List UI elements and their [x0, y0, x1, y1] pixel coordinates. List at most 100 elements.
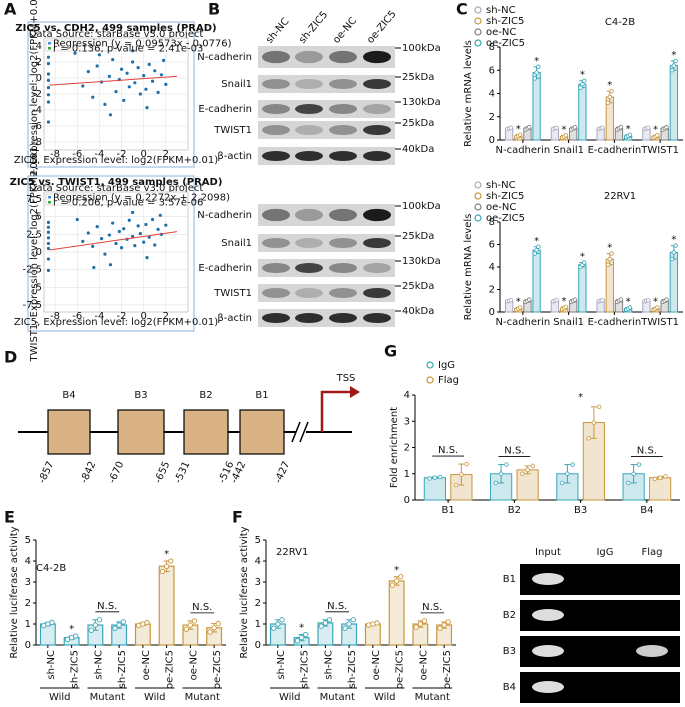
point [46, 268, 51, 272]
y-tick-label: 8 [489, 217, 495, 228]
blot-band [363, 287, 391, 299]
replicate-point [631, 471, 636, 476]
y-tick-label: 4 [25, 556, 31, 567]
replicate-point [534, 70, 539, 75]
y-tick-label: 0 [36, 247, 42, 258]
point [127, 85, 131, 89]
legend-marker [48, 201, 51, 204]
blot-strip [258, 100, 395, 118]
point [119, 67, 124, 71]
replicate-point [596, 404, 602, 410]
bar [158, 565, 175, 646]
x-tick-label: 0 [141, 311, 147, 322]
lane-label: IgG [596, 547, 613, 558]
replicate-point [215, 620, 221, 627]
legend-label: Flag [438, 375, 459, 386]
legend-label: Regression (y = 0.09573x - 0.0776) [53, 39, 232, 50]
position-label: -842 [79, 460, 99, 485]
point [138, 92, 142, 96]
y-tick-label: 4 [255, 556, 261, 567]
legend-marker [474, 214, 482, 222]
protein-label: β-actin [217, 313, 252, 324]
gel-band [532, 645, 564, 657]
blot-band [363, 150, 391, 162]
x-tick-label: oe-NC [188, 650, 199, 680]
point [119, 246, 124, 250]
point [91, 244, 95, 248]
replicate-point [96, 617, 103, 623]
replicate-point [534, 247, 539, 253]
replicate-point [618, 125, 623, 130]
protein-label: N-cadherin [197, 210, 252, 221]
replicate-point [605, 262, 611, 267]
y-axis-label: Fold enrichment [389, 407, 400, 488]
gel-band [532, 681, 564, 693]
group-label: Mutant [185, 692, 220, 703]
blot-strip [258, 75, 395, 93]
replicate-point [570, 462, 575, 467]
x-tick-label: N-cadherin [495, 317, 550, 328]
y-axis-label: TWIST1, Expression level: log2(FPKM+0.01… [29, 142, 40, 362]
y-tick-label: 4 [489, 89, 495, 100]
point [144, 87, 148, 91]
legend-box [45, 39, 117, 52]
replicate-point [350, 617, 356, 623]
replicate-point [73, 633, 79, 639]
replicate-point [663, 474, 668, 479]
significance-mark: * [562, 296, 567, 307]
replicate-point [498, 471, 504, 476]
x-tick-label: B2 [508, 505, 521, 516]
replicate-point [609, 251, 614, 256]
replicate-point [554, 297, 559, 303]
point [81, 239, 85, 244]
replicate-point [112, 625, 118, 631]
point [103, 102, 107, 106]
x-tick-label: N-cadherin [495, 145, 550, 156]
x-tick-label: oe-ZIC5 [442, 650, 453, 689]
replicate-point [532, 251, 537, 256]
y-tick-label: 4 [489, 262, 495, 273]
y-axis-label: CDH2, Expression level: log2(FPKM+0.01) [29, 0, 40, 199]
legend-label: sh-NC [486, 180, 516, 191]
significance-mark: * [626, 124, 631, 135]
significance-mark: * [516, 297, 521, 308]
replicate-point [417, 621, 424, 627]
position-label: -655 [153, 460, 173, 485]
point [46, 93, 51, 97]
replicate-point [120, 619, 126, 625]
blot-band [363, 262, 391, 274]
y-tick-label: -5 [32, 282, 42, 293]
replicate-point [536, 64, 541, 69]
x-tick-label: Snail1 [553, 145, 584, 156]
gel-band [532, 573, 564, 585]
x-tick-label: 2 [163, 311, 169, 322]
point [133, 81, 137, 85]
replicate-point [669, 256, 675, 262]
lane-label: sh-NC [264, 16, 291, 46]
blot-strip [258, 46, 395, 68]
size-label: 40kDa [402, 144, 434, 155]
replicate-point [669, 68, 675, 73]
legend-marker [48, 47, 51, 50]
replicate-point [116, 622, 122, 628]
x-tick-label: B1 [442, 505, 455, 516]
legend-label: r = 0.136, p-value = 2.41e-03 [53, 44, 203, 55]
point [147, 62, 151, 66]
lane-label: oe-NC [331, 16, 359, 46]
blot-band [329, 78, 357, 90]
bar [516, 469, 539, 501]
significance-mark: * [653, 124, 658, 135]
replicate-point [326, 617, 333, 623]
y-tick-label: 3 [255, 577, 261, 588]
significance-mark: * [626, 297, 631, 308]
y-tick-label: 6 [489, 240, 495, 251]
comparison-label: N.S. [637, 446, 657, 457]
point [46, 230, 51, 234]
replicate-point [627, 305, 633, 310]
y-tick-label: 2 [25, 598, 31, 609]
row-label: B2 [503, 610, 516, 621]
group-label: Mutant [415, 692, 450, 703]
point [46, 62, 51, 66]
group-label: Wild [279, 692, 301, 703]
protein-label: N-cadherin [197, 52, 252, 63]
